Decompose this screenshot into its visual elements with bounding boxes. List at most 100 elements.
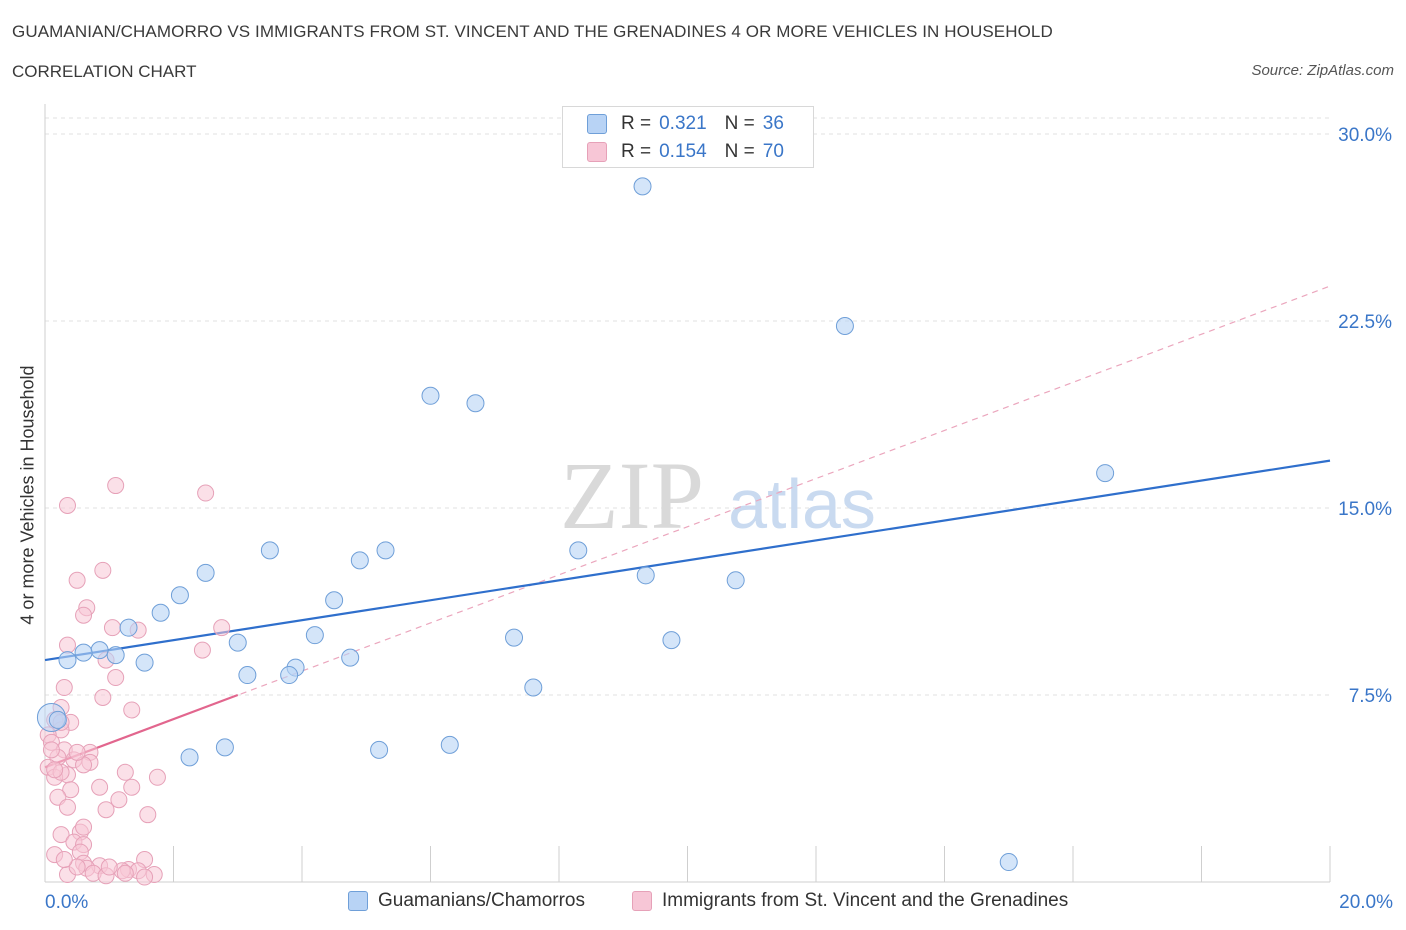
watermark-atlas: atlas: [728, 465, 876, 543]
blue-point: [305, 626, 324, 645]
pink-point: [123, 701, 141, 719]
blue-point: [662, 631, 681, 650]
pink-point: [148, 768, 166, 786]
blue-swatch: [348, 891, 368, 911]
legend-item-guamanians: Guamanians/Chamorros: [348, 890, 585, 912]
source-credit: Source: ZipAtlas.com: [1251, 62, 1394, 79]
pink-point: [68, 571, 86, 589]
legend-row-pink: R = 0.154 N = 70: [587, 140, 784, 164]
pink-point: [55, 851, 73, 869]
pink-point: [107, 669, 125, 687]
blue-point: [341, 648, 360, 667]
blue-point: [636, 566, 655, 585]
y-tick-label: 22.5%: [1338, 312, 1392, 333]
pink-point: [58, 636, 76, 654]
pink-point: [197, 484, 215, 502]
series-legend: Guamanians/Chamorros Immigrants from St.…: [0, 890, 1406, 916]
x-tick-label-max: 20.0%: [1339, 892, 1393, 913]
blue-swatch: [587, 114, 607, 134]
blue-point: [569, 541, 588, 560]
blue-point: [440, 735, 459, 754]
pink-point: [68, 858, 86, 876]
pink-point: [91, 778, 109, 796]
chart-subtitle: CORRELATION CHART: [12, 62, 197, 81]
pink-trend-dashed: [44, 285, 1331, 768]
blue-point: [228, 633, 247, 652]
blue-point: [466, 394, 485, 413]
pink-point: [42, 741, 60, 759]
blue-point: [180, 748, 199, 767]
y-tick-label: 7.5%: [1349, 686, 1392, 707]
pink-point: [110, 791, 128, 809]
blue-point: [524, 678, 543, 697]
pink-point: [68, 743, 86, 761]
pink-point: [58, 798, 76, 816]
r-label: R =: [621, 141, 652, 162]
watermark: ZIP atlas: [560, 442, 876, 549]
n-value: 70: [762, 141, 784, 162]
blue-point: [370, 740, 389, 759]
blue-point: [260, 541, 279, 560]
n-label: N =: [724, 113, 755, 134]
r-value: 0.321: [659, 113, 707, 134]
pink-point: [55, 679, 73, 697]
pink-point: [58, 497, 76, 515]
n-value: 36: [762, 113, 784, 134]
pink-point: [139, 806, 157, 824]
legend-label: Guamanians/Chamorros: [378, 890, 585, 911]
blue-point: [835, 316, 854, 335]
pink-point: [97, 801, 115, 819]
watermark-zip: ZIP: [560, 442, 704, 549]
r-value: 0.154: [659, 141, 707, 162]
pink-point: [116, 763, 134, 781]
pink-point: [213, 619, 231, 637]
blue-point: [215, 738, 234, 757]
pink-series-points: [39, 477, 231, 886]
blue-point: [170, 586, 189, 605]
pink-point: [100, 858, 118, 876]
y-tick-label: 15.0%: [1338, 499, 1392, 520]
blue-point: [119, 618, 138, 637]
pink-point: [52, 826, 70, 844]
blue-point: [1096, 464, 1115, 483]
pink-point: [94, 688, 112, 706]
blue-point: [505, 628, 524, 647]
grid-lines: [45, 117, 1330, 696]
blue-point: [74, 643, 93, 662]
blue-point: [376, 541, 395, 560]
blue-point: [280, 666, 299, 685]
n-label: N =: [724, 141, 755, 162]
legend-label: Immigrants from St. Vincent and the Gren…: [662, 890, 1069, 911]
r-label: R =: [621, 113, 652, 134]
pink-swatch: [587, 142, 607, 162]
pink-point: [75, 606, 93, 624]
blue-point: [238, 666, 257, 685]
blue-point: [106, 646, 125, 665]
tick-labels: 7.5% 15.0% 22.5% 30.0% 0.0% 20.0%: [45, 125, 1393, 913]
blue-series-points: [36, 177, 1115, 872]
correlation-legend: R = 0.321 N = 36 R = 0.154 N = 70: [562, 106, 814, 168]
pink-swatch: [632, 891, 652, 911]
pink-point: [123, 778, 141, 796]
blue-point: [350, 551, 369, 570]
pink-point: [107, 477, 125, 495]
blue-point: [633, 177, 652, 196]
legend-row-blue: R = 0.321 N = 36: [587, 112, 784, 136]
pink-point: [94, 561, 112, 579]
pink-point: [75, 818, 93, 836]
pink-point: [136, 868, 154, 886]
blue-point: [151, 603, 170, 622]
blue-point: [325, 591, 344, 610]
pink-point: [116, 864, 134, 882]
pink-point: [103, 619, 121, 637]
y-tick-label: 30.0%: [1338, 125, 1392, 146]
blue-point: [999, 853, 1018, 872]
pink-point: [46, 761, 64, 779]
blue-point: [726, 571, 745, 590]
blue-point: [90, 641, 109, 660]
x-tick-label-min: 0.0%: [45, 892, 88, 913]
blue-point: [135, 653, 154, 672]
blue-point: [196, 563, 215, 582]
blue-point: [58, 651, 77, 670]
